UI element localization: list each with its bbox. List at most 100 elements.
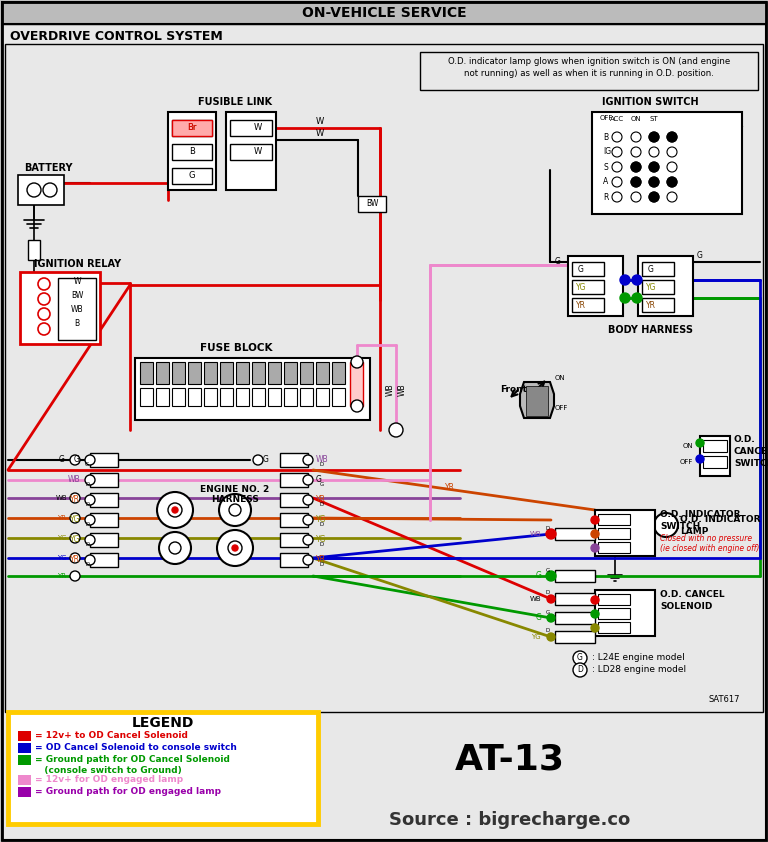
Text: G: G (546, 610, 550, 615)
Text: IG: IG (603, 147, 611, 157)
Circle shape (649, 147, 659, 157)
Bar (18, 175, 64, 205)
Text: ENGINE NO. 2: ENGINE NO. 2 (200, 486, 270, 494)
Circle shape (219, 494, 251, 526)
Bar (20, 272, 100, 344)
Text: YG: YG (57, 535, 67, 541)
Text: YR: YR (576, 301, 586, 310)
Text: YR: YR (316, 495, 326, 504)
Text: ON: ON (631, 116, 641, 122)
Circle shape (667, 162, 677, 172)
Circle shape (573, 663, 587, 677)
Text: ON: ON (683, 443, 693, 449)
Text: YR: YR (58, 515, 67, 521)
Circle shape (649, 132, 659, 142)
Text: D: D (85, 503, 89, 508)
Text: = 12v+ for OD engaged lamp: = 12v+ for OD engaged lamp (35, 775, 183, 785)
Polygon shape (520, 382, 554, 418)
Text: D: D (320, 462, 324, 467)
Text: G: G (648, 264, 654, 274)
Text: G: G (316, 476, 322, 484)
Circle shape (303, 495, 313, 505)
Bar (332, 388, 345, 406)
Bar (140, 388, 153, 406)
Text: ST: ST (650, 116, 658, 122)
Circle shape (547, 633, 555, 641)
Bar (230, 120, 272, 136)
Bar (638, 256, 693, 316)
Text: W: W (254, 124, 262, 132)
Text: (ie closed with engine off): (ie closed with engine off) (660, 544, 760, 553)
Circle shape (612, 177, 622, 187)
Circle shape (612, 162, 622, 172)
Text: YR: YR (70, 556, 80, 564)
Text: YG: YG (646, 283, 656, 291)
Bar (598, 622, 630, 633)
Text: W: W (316, 130, 324, 138)
Circle shape (228, 541, 242, 555)
Bar (268, 388, 281, 406)
Circle shape (232, 545, 238, 551)
Text: D: D (85, 562, 89, 568)
Text: = OD Cancel Solenoid to console switch: = OD Cancel Solenoid to console switch (35, 743, 237, 753)
Bar (18, 731, 31, 741)
Bar (236, 362, 249, 384)
Circle shape (667, 132, 677, 142)
Text: YR: YR (70, 495, 80, 504)
Circle shape (631, 162, 641, 172)
Text: SWITCH: SWITCH (660, 522, 700, 531)
Text: IGNITION RELAY: IGNITION RELAY (35, 259, 121, 269)
Bar (156, 388, 169, 406)
Text: FUSIBLE LINK: FUSIBLE LINK (198, 97, 272, 107)
Text: W: W (73, 278, 81, 286)
Text: B: B (189, 147, 195, 157)
Circle shape (546, 529, 556, 539)
Bar (8, 712, 318, 824)
Bar (280, 513, 308, 527)
Text: AT-13: AT-13 (455, 743, 565, 777)
Text: G: G (74, 456, 80, 465)
Circle shape (631, 147, 641, 157)
Bar (332, 362, 345, 384)
Bar (642, 280, 674, 294)
Bar (555, 631, 595, 643)
Text: D: D (577, 665, 583, 674)
Bar (526, 386, 548, 416)
Text: YR: YR (58, 573, 67, 579)
Bar (568, 256, 623, 316)
Circle shape (157, 492, 193, 528)
Circle shape (303, 475, 313, 485)
Text: G: G (546, 568, 550, 573)
Text: SWITCH: SWITCH (734, 460, 768, 468)
Bar (703, 456, 727, 468)
Bar (316, 362, 329, 384)
Circle shape (351, 400, 363, 412)
Bar (18, 775, 31, 785)
Bar (598, 514, 630, 525)
Bar (703, 440, 727, 452)
Circle shape (631, 162, 641, 172)
Text: R: R (603, 193, 608, 201)
Circle shape (547, 595, 555, 603)
Text: G: G (535, 614, 541, 622)
Text: D: D (320, 562, 324, 568)
Text: LEGEND: LEGEND (132, 716, 194, 730)
Bar (284, 362, 297, 384)
Bar (172, 120, 212, 136)
Bar (572, 262, 604, 276)
Bar (555, 528, 595, 540)
Bar (90, 533, 118, 547)
Text: G: G (320, 482, 324, 488)
Text: YG: YG (316, 536, 326, 545)
Circle shape (546, 571, 556, 581)
Text: O.D. CANCEL: O.D. CANCEL (660, 590, 725, 599)
Circle shape (70, 553, 80, 563)
Bar (58, 278, 96, 340)
Circle shape (591, 610, 599, 618)
Bar (592, 112, 742, 214)
Bar (300, 388, 313, 406)
Circle shape (303, 535, 313, 545)
Text: G: G (578, 264, 584, 274)
Circle shape (667, 192, 677, 202)
Circle shape (229, 504, 241, 516)
